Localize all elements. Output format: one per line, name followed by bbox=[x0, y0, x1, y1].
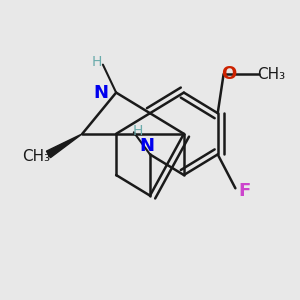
Text: H: H bbox=[92, 55, 102, 69]
Text: N: N bbox=[140, 137, 154, 155]
Text: N: N bbox=[93, 84, 108, 102]
Polygon shape bbox=[46, 134, 82, 158]
Text: H: H bbox=[132, 124, 142, 138]
Text: F: F bbox=[238, 182, 250, 200]
Text: O: O bbox=[221, 65, 236, 83]
Text: CH₃: CH₃ bbox=[22, 149, 50, 164]
Text: CH₃: CH₃ bbox=[257, 67, 285, 82]
